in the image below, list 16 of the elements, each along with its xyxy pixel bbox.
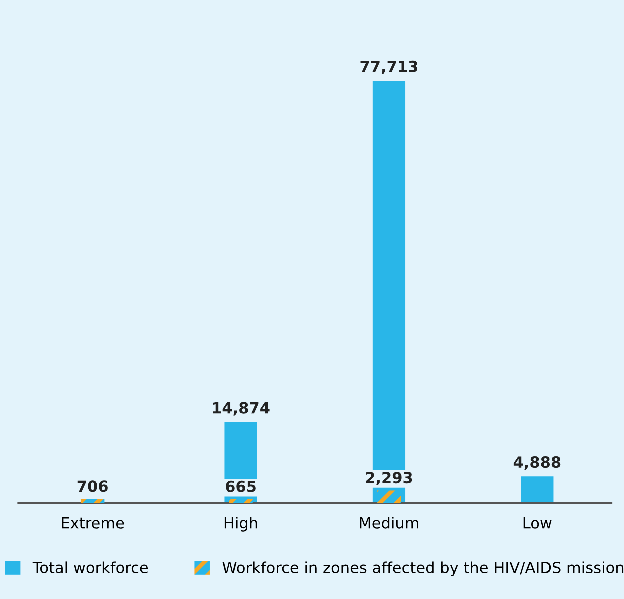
x-tick-label: Extreme [62,518,124,529]
data-label: 665 [226,480,256,492]
x-tick-label: Medium [360,517,418,529]
x-tick-label: Low [524,518,552,529]
bar [521,476,554,504]
legend-label: Workforce in zones affected by the HIV/AIDS mission [222,562,624,576]
data-label: 4,888 [514,456,561,470]
data-label: 706 [78,480,108,492]
legend-label: Total workforce [32,562,148,574]
x-tick-label: High [224,517,258,532]
bar [229,500,253,504]
bar [80,499,105,504]
data-label: 14,874 [213,402,270,416]
data-label: 77,713 [360,60,418,74]
data-label: 2,293 [366,472,412,486]
bar [377,490,402,504]
